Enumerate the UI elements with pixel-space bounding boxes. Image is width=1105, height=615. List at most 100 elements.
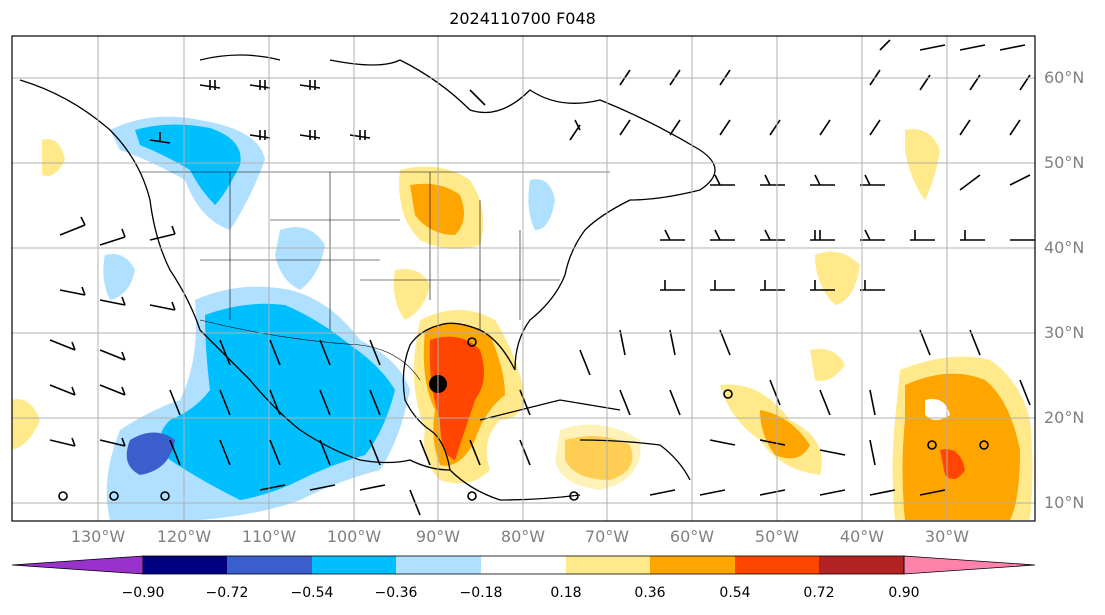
wind-barb — [759, 489, 786, 496]
wind-barb — [349, 130, 371, 140]
wind-barb — [199, 80, 221, 90]
open-circle-markers — [58, 337, 989, 501]
colorbar-extend-high — [903, 555, 1036, 575]
colorbar-extend-low — [11, 555, 144, 575]
positive-anomaly-region — [810, 349, 845, 381]
colorbar-tick-label: 0.36 — [634, 585, 666, 601]
wind-barb — [699, 489, 726, 496]
wind-barb — [760, 229, 785, 241]
wind-barb — [919, 489, 946, 496]
wind-barb — [810, 280, 835, 291]
negative-anomaly-region — [126, 432, 175, 475]
wind-barb — [869, 389, 876, 416]
colorbar-swatch — [143, 556, 227, 574]
open-circle-marker — [927, 440, 937, 450]
positive-anomaly-region — [905, 129, 940, 200]
lon-label: 90°W — [415, 527, 461, 546]
wind-barb — [169, 439, 181, 466]
lat-label: 50°N — [1044, 153, 1085, 172]
positive-anomaly-region — [12, 399, 40, 450]
wind-barb — [669, 389, 681, 416]
wind-barb — [619, 389, 631, 416]
wind-barb — [919, 74, 931, 91]
colorbar-tick-label: −0.36 — [374, 585, 418, 601]
wind-barb — [719, 329, 731, 356]
wind-barb — [759, 439, 786, 446]
lat-label: 20°N — [1044, 408, 1085, 427]
wind-barb — [99, 384, 126, 396]
open-circle-marker — [723, 389, 733, 399]
lon-label: 60°W — [669, 527, 715, 546]
lon-label: 40°W — [839, 527, 885, 546]
colorbar-tick-label: 0.90 — [888, 585, 920, 601]
wind-barb — [49, 339, 76, 351]
wind-barb — [219, 439, 231, 466]
wind-barb — [1019, 379, 1031, 406]
lon-label: 50°W — [754, 527, 800, 546]
colorbar-swatch — [566, 556, 650, 574]
wind-barb — [710, 280, 735, 291]
colorbar-swatch — [396, 556, 481, 574]
open-circle-marker — [569, 491, 579, 501]
lon-label: 30°W — [924, 527, 970, 546]
colorbar-swatch — [650, 556, 735, 574]
wind-barb — [910, 230, 935, 241]
wind-barb — [760, 280, 785, 291]
lon-label: 80°W — [500, 527, 546, 546]
wind-barb — [869, 489, 896, 496]
lon-label: 70°W — [584, 527, 630, 546]
wind-barbs — [49, 39, 1035, 516]
wind-barb — [299, 80, 321, 90]
positive-anomaly-region — [393, 269, 430, 320]
wind-barb — [1009, 174, 1031, 186]
wind-barb — [169, 389, 181, 416]
wind-barb — [649, 489, 676, 496]
open-circle-marker — [109, 491, 119, 501]
wind-barb — [369, 439, 381, 466]
wind-barb — [419, 439, 431, 466]
colorbar-tick-label: −0.90 — [121, 585, 165, 601]
wind-barb — [860, 229, 885, 241]
wind-barb — [99, 296, 126, 306]
wind-barb — [819, 119, 831, 136]
wind-barb — [819, 389, 831, 416]
wind-barb — [319, 389, 331, 416]
colorbar-swatch — [735, 556, 819, 574]
negative-anomaly-region — [135, 124, 241, 205]
wind-barb — [269, 439, 281, 466]
wind-barb — [49, 384, 76, 396]
wind-barb — [919, 329, 931, 356]
wind-barb — [519, 439, 531, 466]
wind-barb — [810, 230, 835, 241]
wind-barb — [569, 119, 581, 141]
wind-barb — [969, 74, 981, 91]
wind-barb — [879, 39, 891, 51]
colorbar-tick-label: 0.54 — [719, 585, 751, 601]
lon-label: 110°W — [241, 527, 297, 546]
wind-barb — [299, 130, 321, 140]
wind-barb — [249, 130, 271, 140]
lat-label: 60°N — [1044, 68, 1085, 87]
positive-anomaly-region — [42, 139, 65, 176]
wind-barb — [619, 119, 631, 136]
lon-label: 130°W — [70, 527, 126, 546]
wind-barb — [149, 301, 176, 311]
wind-barb — [969, 329, 981, 356]
wind-barb — [579, 349, 591, 376]
lat-label: 40°N — [1044, 238, 1085, 257]
wind-barb — [269, 389, 281, 416]
wind-barb — [669, 119, 681, 136]
wind-barb — [59, 216, 86, 236]
wind-barb — [719, 119, 731, 136]
wind-barb — [49, 437, 76, 447]
positive-anomaly-region — [925, 399, 950, 420]
positive-anomaly-region — [815, 251, 860, 305]
wind-barb — [710, 229, 735, 241]
wind-barb — [59, 286, 86, 296]
colorbar-tick-label: −0.72 — [205, 585, 249, 601]
open-circle-marker — [467, 337, 477, 347]
lon-label: 100°W — [326, 527, 382, 546]
wind-barb — [149, 225, 176, 241]
negative-anomaly-region — [275, 227, 325, 290]
